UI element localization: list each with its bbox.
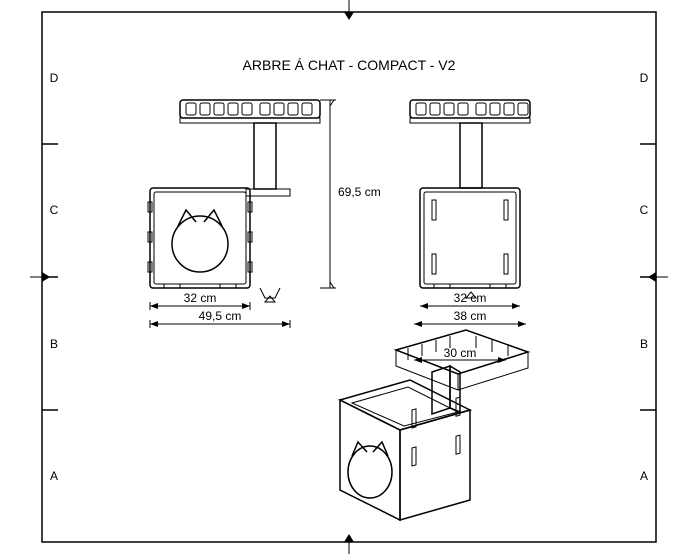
front-view: 69,5 cm 32 cm 49,5 cm bbox=[148, 100, 381, 328]
row-ticks-left: D C B A bbox=[42, 71, 59, 483]
svg-text:38 cm: 38 cm bbox=[454, 309, 487, 323]
svg-text:C: C bbox=[640, 203, 649, 217]
iso-view: 30 cm bbox=[340, 330, 528, 520]
svg-text:32 cm: 32 cm bbox=[184, 291, 217, 305]
svg-text:B: B bbox=[50, 337, 58, 351]
svg-text:A: A bbox=[640, 469, 648, 483]
svg-text:A: A bbox=[50, 469, 58, 483]
svg-text:32 cm: 32 cm bbox=[454, 291, 487, 305]
row-ticks-right: D C B A bbox=[640, 71, 656, 483]
svg-text:49,5 cm: 49,5 cm bbox=[199, 309, 242, 323]
svg-text:C: C bbox=[50, 203, 59, 217]
svg-text:30 cm: 30 cm bbox=[444, 346, 477, 360]
svg-text:D: D bbox=[50, 71, 59, 85]
svg-text:D: D bbox=[640, 71, 649, 85]
page-title: ARBRE Á CHAT - COMPACT - V2 bbox=[243, 57, 456, 73]
frame-center-arrows bbox=[30, 0, 668, 554]
svg-text:69,5 cm: 69,5 cm bbox=[338, 185, 381, 199]
side-view: 32 cm 38 cm bbox=[410, 100, 530, 327]
svg-text:B: B bbox=[640, 337, 648, 351]
